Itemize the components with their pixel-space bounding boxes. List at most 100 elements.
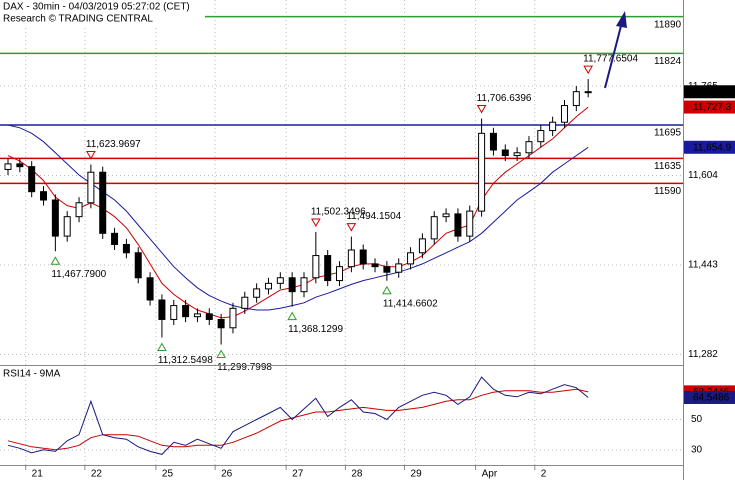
trough-label: 11,299.7998 bbox=[217, 362, 272, 373]
candle-body bbox=[51, 199, 59, 237]
peak-label: 11,502.3496 bbox=[311, 207, 366, 218]
candle-body bbox=[4, 163, 12, 170]
x-tick-label: 25 bbox=[162, 469, 174, 480]
x-tick-label: 26 bbox=[221, 469, 233, 480]
x-tick-label: 22 bbox=[91, 469, 103, 480]
candle-body bbox=[111, 232, 119, 245]
candle-body bbox=[395, 263, 403, 273]
candle-body bbox=[454, 213, 462, 237]
arrow-shaft bbox=[604, 21, 623, 89]
candle-body bbox=[122, 243, 130, 254]
y-tick-label: 11,282 bbox=[688, 349, 718, 360]
peak-label: 11,706.6396 bbox=[477, 93, 532, 104]
level-label: 11695 bbox=[654, 128, 682, 139]
x-tick-label: 29 bbox=[411, 469, 423, 480]
candle-body bbox=[146, 277, 154, 301]
candle-body bbox=[205, 313, 213, 320]
candle-body bbox=[383, 266, 391, 273]
last-value-box bbox=[684, 100, 735, 114]
y-tick-label: 11,443 bbox=[688, 260, 718, 271]
candle-body bbox=[418, 238, 426, 254]
peak-label: 11,777.6504 bbox=[583, 54, 638, 65]
chart-subtitle: Research © TRADING CENTRAL bbox=[3, 14, 153, 25]
x-tick-label: 21 bbox=[32, 469, 44, 480]
candle-body bbox=[217, 318, 225, 329]
y-tick-label: 30 bbox=[691, 444, 703, 455]
peak-marker bbox=[583, 65, 594, 75]
last-value-box bbox=[684, 140, 735, 154]
candle-body bbox=[288, 277, 296, 293]
candle-body bbox=[584, 91, 592, 94]
candle-body bbox=[466, 210, 474, 237]
candle-body bbox=[312, 255, 320, 279]
trough-label: 11,467.7900 bbox=[51, 269, 106, 280]
trough-label: 11,312.5498 bbox=[158, 355, 213, 366]
candle-body bbox=[182, 305, 190, 318]
y-tick-label: 11,604 bbox=[688, 170, 718, 181]
last-value-label: 64.5486 bbox=[693, 393, 730, 404]
candle-body bbox=[430, 216, 438, 240]
candle-body bbox=[193, 313, 201, 318]
level-label: 11635 bbox=[654, 161, 682, 172]
last-value-label: 11,727.3 bbox=[693, 102, 732, 113]
trough-marker bbox=[216, 349, 226, 359]
peak-label: 11,623.9697 bbox=[86, 139, 141, 150]
peak-marker bbox=[346, 223, 357, 232]
candle-body bbox=[241, 296, 249, 309]
candle-body bbox=[336, 266, 344, 282]
candle-body bbox=[16, 163, 24, 168]
x-tick-label: Apr bbox=[482, 469, 498, 480]
candle-body bbox=[87, 171, 95, 204]
last-value-label: 11,654.9 bbox=[693, 142, 732, 153]
peak-marker bbox=[86, 150, 96, 160]
header-bg bbox=[0, 0, 205, 27]
candle-body bbox=[525, 141, 533, 154]
candle-body bbox=[170, 305, 178, 320]
x-tick-label: 28 bbox=[351, 469, 363, 480]
candle-body bbox=[347, 249, 355, 268]
candle-body bbox=[134, 252, 142, 279]
level-label: 11890 bbox=[654, 19, 682, 30]
candle-body bbox=[99, 171, 107, 234]
candle-body bbox=[537, 130, 545, 143]
candle-body bbox=[264, 282, 272, 290]
last-value-box bbox=[684, 390, 735, 404]
candle-body bbox=[28, 166, 36, 193]
trough-label: 11,368.1299 bbox=[288, 324, 343, 335]
candle-body bbox=[324, 255, 332, 282]
candle-body bbox=[63, 216, 71, 237]
candle-body bbox=[75, 202, 83, 218]
rsi-title: RSI14 - 9MA bbox=[3, 369, 61, 380]
candle-body bbox=[371, 263, 379, 268]
candle-body bbox=[158, 299, 166, 320]
candle-body bbox=[407, 252, 415, 265]
candle-body bbox=[489, 132, 497, 151]
candle-body bbox=[478, 132, 486, 212]
x-tick-label: 27 bbox=[292, 469, 304, 480]
rsi-line bbox=[7, 376, 589, 455]
trend-arrow bbox=[604, 11, 627, 89]
last-value-label: 11,754.8 bbox=[693, 87, 732, 98]
peak-marker bbox=[310, 218, 321, 228]
candle-body bbox=[359, 249, 367, 265]
candle-body bbox=[513, 152, 521, 157]
candle-body bbox=[442, 213, 450, 218]
level-label: 11824 bbox=[654, 56, 682, 67]
candle-body bbox=[229, 307, 237, 329]
trough-marker bbox=[50, 256, 61, 265]
peak-marker bbox=[476, 105, 487, 114]
candle-body bbox=[276, 277, 284, 284]
candle-body bbox=[560, 105, 568, 123]
last-value-box bbox=[684, 85, 735, 99]
trough-label: 11,414.6602 bbox=[383, 298, 438, 309]
candle-body bbox=[572, 91, 580, 107]
trough-marker bbox=[287, 311, 298, 321]
trough-marker bbox=[382, 285, 392, 295]
trough-marker bbox=[157, 342, 167, 351]
chart-title: DAX - 30min - 04/03/2019 05:27:02 (CET) bbox=[3, 2, 190, 13]
candle-body bbox=[300, 277, 308, 293]
candle-body bbox=[40, 191, 48, 201]
